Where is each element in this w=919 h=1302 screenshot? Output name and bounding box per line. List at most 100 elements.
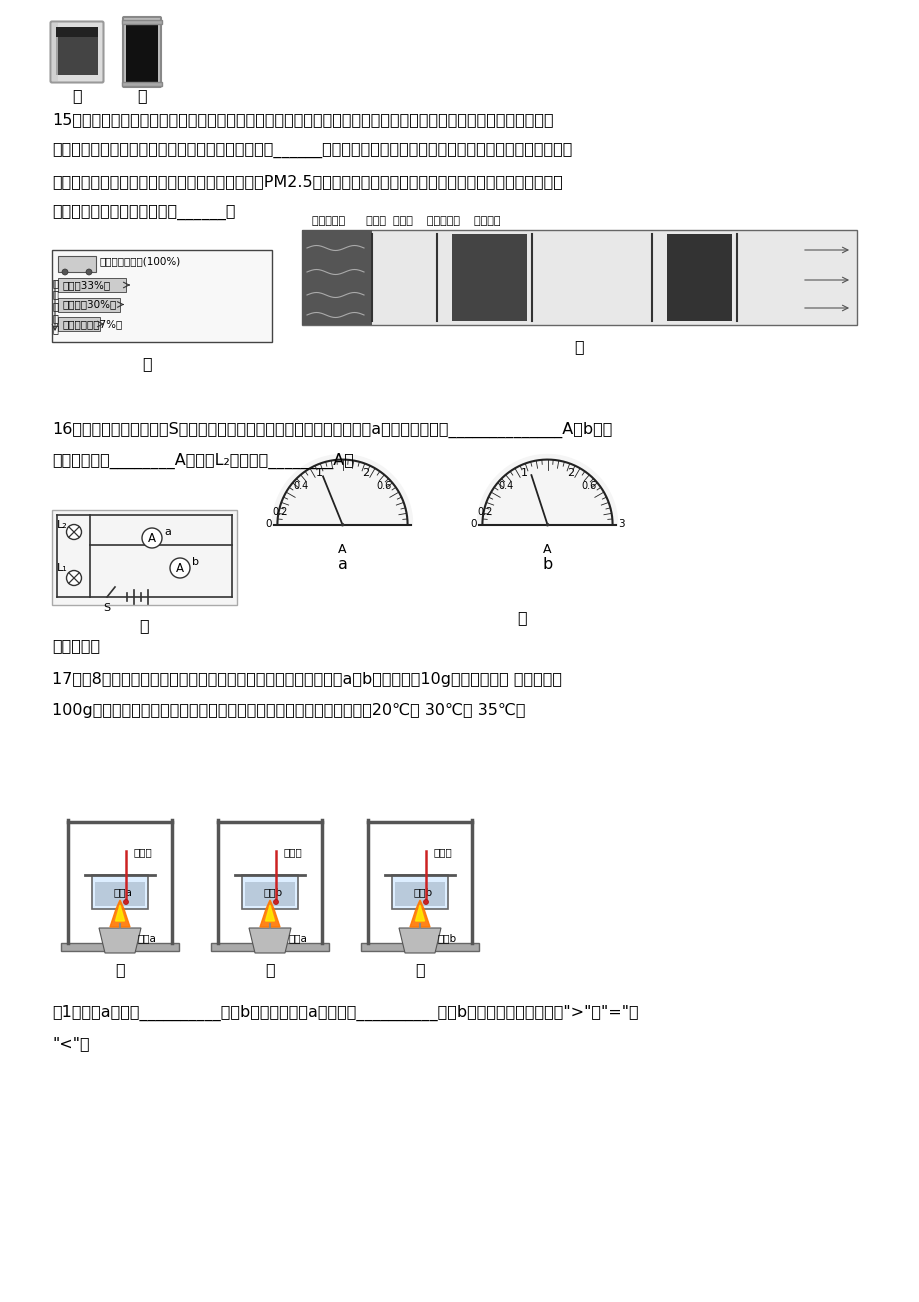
Text: 乙: 乙: [265, 962, 275, 976]
Text: 燃料释放的热量(100%): 燃料释放的热量(100%): [100, 256, 181, 266]
FancyBboxPatch shape: [123, 17, 161, 87]
Text: 0.6: 0.6: [376, 482, 391, 491]
Text: 0: 0: [265, 518, 271, 529]
Polygon shape: [266, 905, 274, 921]
Text: 1: 1: [520, 469, 527, 478]
Text: 乙: 乙: [517, 611, 527, 625]
Bar: [451, 234, 527, 322]
Text: 液体b: 液体b: [413, 887, 432, 897]
Text: 甲: 甲: [115, 962, 125, 976]
Bar: [52, 510, 237, 605]
Text: a: a: [337, 557, 347, 572]
Bar: [210, 943, 329, 950]
Bar: [360, 943, 479, 950]
Bar: [242, 875, 298, 909]
Circle shape: [62, 270, 68, 275]
Polygon shape: [410, 900, 429, 927]
Bar: [301, 230, 371, 326]
Bar: [391, 875, 448, 909]
Bar: [58, 279, 126, 292]
Text: 液体b: 液体b: [263, 887, 282, 897]
Text: 乙: 乙: [574, 339, 584, 354]
Text: 15．汽车发动机一般是柴油机或汽油机等内燃机。小睿查阅相关资料后，将其中汽油机的能量流向制成如甲图所示的: 15．汽车发动机一般是柴油机或汽油机等内燃机。小睿查阅相关资料后，将其中汽油机的…: [52, 112, 553, 128]
Text: L₁: L₁: [57, 562, 68, 573]
Text: 17．（8分）如图所示，甲、乙、丙三个实验装置完全相同，燃料a、b的质量都为10g，烧杯内液体 的质量均为: 17．（8分）如图所示，甲、乙、丙三个实验装置完全相同，燃料a、b的质量都为10…: [52, 672, 562, 687]
Text: 燃料b: 燃料b: [437, 934, 457, 943]
Text: 甲: 甲: [72, 89, 82, 103]
Bar: [301, 230, 857, 326]
Text: A: A: [542, 543, 551, 556]
Text: 温度计: 温度计: [433, 848, 451, 857]
Text: 0.4: 0.4: [498, 482, 513, 491]
Polygon shape: [272, 454, 412, 525]
Text: 冷却水（30%）: 冷却水（30%）: [62, 299, 116, 310]
Bar: [92, 875, 148, 909]
Text: 2: 2: [567, 469, 573, 478]
Bar: [95, 881, 145, 906]
Bar: [666, 234, 732, 322]
Text: （1）燃料a的热值__________燃料b的热值；液体a的比热容__________液体b比热容。（两空均选填">"、"="或: （1）燃料a的热值__________燃料b的热值；液体a的比热容_______…: [52, 1005, 638, 1021]
Text: 摩擦与辐射（7%）: 摩擦与辐射（7%）: [62, 319, 122, 329]
Text: 0: 0: [470, 518, 476, 529]
Text: S: S: [103, 603, 110, 613]
Text: 表的读数应为________A，通过L₂的电流是________A。: 表的读数应为________A，通过L₂的电流是________A。: [52, 453, 354, 469]
Text: a: a: [164, 527, 171, 536]
Circle shape: [170, 559, 190, 578]
Text: 燃料a: 燃料a: [288, 934, 307, 943]
Circle shape: [85, 270, 92, 275]
Circle shape: [545, 523, 549, 526]
Text: 3: 3: [618, 518, 625, 529]
Text: 液体a: 液体a: [113, 887, 131, 897]
Text: A: A: [338, 543, 346, 556]
Text: L₂: L₂: [57, 519, 68, 530]
Bar: [58, 297, 119, 311]
Circle shape: [273, 900, 278, 905]
Circle shape: [66, 570, 82, 586]
Text: 乙: 乙: [137, 89, 147, 103]
Bar: [394, 881, 445, 906]
Text: 1: 1: [315, 469, 323, 478]
Polygon shape: [116, 905, 124, 921]
Bar: [52, 250, 272, 342]
Text: A: A: [148, 531, 156, 544]
Circle shape: [340, 523, 344, 526]
Polygon shape: [477, 454, 617, 525]
Polygon shape: [260, 900, 279, 927]
Circle shape: [66, 525, 82, 539]
Text: 0.2: 0.2: [477, 508, 492, 517]
Text: 0.2: 0.2: [272, 508, 288, 517]
Text: 甲: 甲: [142, 355, 152, 371]
Bar: [58, 256, 96, 272]
Circle shape: [123, 900, 129, 905]
Text: 100g。当燃料完全燃烧后，甲、乙、丙装置中温度计升高的示数分别为20℃、 30℃、 35℃。: 100g。当燃料完全燃烧后，甲、乙、丙装置中温度计升高的示数分别为20℃、 30…: [52, 703, 525, 717]
Polygon shape: [110, 900, 130, 927]
Text: 16．如图甲电路，当开关S闭合后，电流表的指针偏转如图乙所示，其中a电流表读数应为______________A，b电流: 16．如图甲电路，当开关S闭合后，电流表的指针偏转如图乙所示，其中a电流表读数应…: [52, 422, 612, 439]
Text: 0.4: 0.4: [293, 482, 308, 491]
Text: 输
出
有
用
功: 输 出 有 用 功: [52, 279, 58, 335]
Bar: [58, 316, 100, 331]
Bar: [122, 82, 162, 86]
Text: 三、实验题: 三、实验题: [52, 638, 100, 654]
Bar: [61, 943, 179, 950]
Text: 图表，根据给出的信息可知，该汽油机的效率不高于______，部分汽车配有静电集尘型车载空气净化器，其工作流程如: 图表，根据给出的信息可知，该汽油机的效率不高于______，部分汽车配有静电集尘…: [52, 143, 572, 159]
Text: "<"）: "<"）: [52, 1036, 89, 1051]
Text: 燃料a: 燃料a: [138, 934, 157, 943]
Bar: [52, 23, 58, 81]
Bar: [56, 31, 98, 76]
Text: 温度计: 温度计: [283, 848, 301, 857]
Bar: [126, 20, 158, 82]
Text: 捕获，颗粒物被捕获的原理是______。: 捕获，颗粒物被捕获的原理是______。: [52, 204, 235, 220]
Polygon shape: [415, 905, 424, 921]
Text: b: b: [192, 557, 199, 566]
Text: 0.6: 0.6: [581, 482, 596, 491]
Text: 温度计: 温度计: [133, 848, 152, 857]
Circle shape: [423, 900, 428, 905]
Bar: [122, 20, 162, 23]
Text: 废气（33%）: 废气（33%）: [62, 280, 110, 290]
Bar: [244, 881, 295, 906]
Polygon shape: [99, 928, 141, 953]
Text: 2: 2: [362, 469, 369, 478]
Polygon shape: [249, 928, 290, 953]
Text: 甲: 甲: [140, 618, 149, 633]
Text: 丙: 丙: [414, 962, 425, 976]
